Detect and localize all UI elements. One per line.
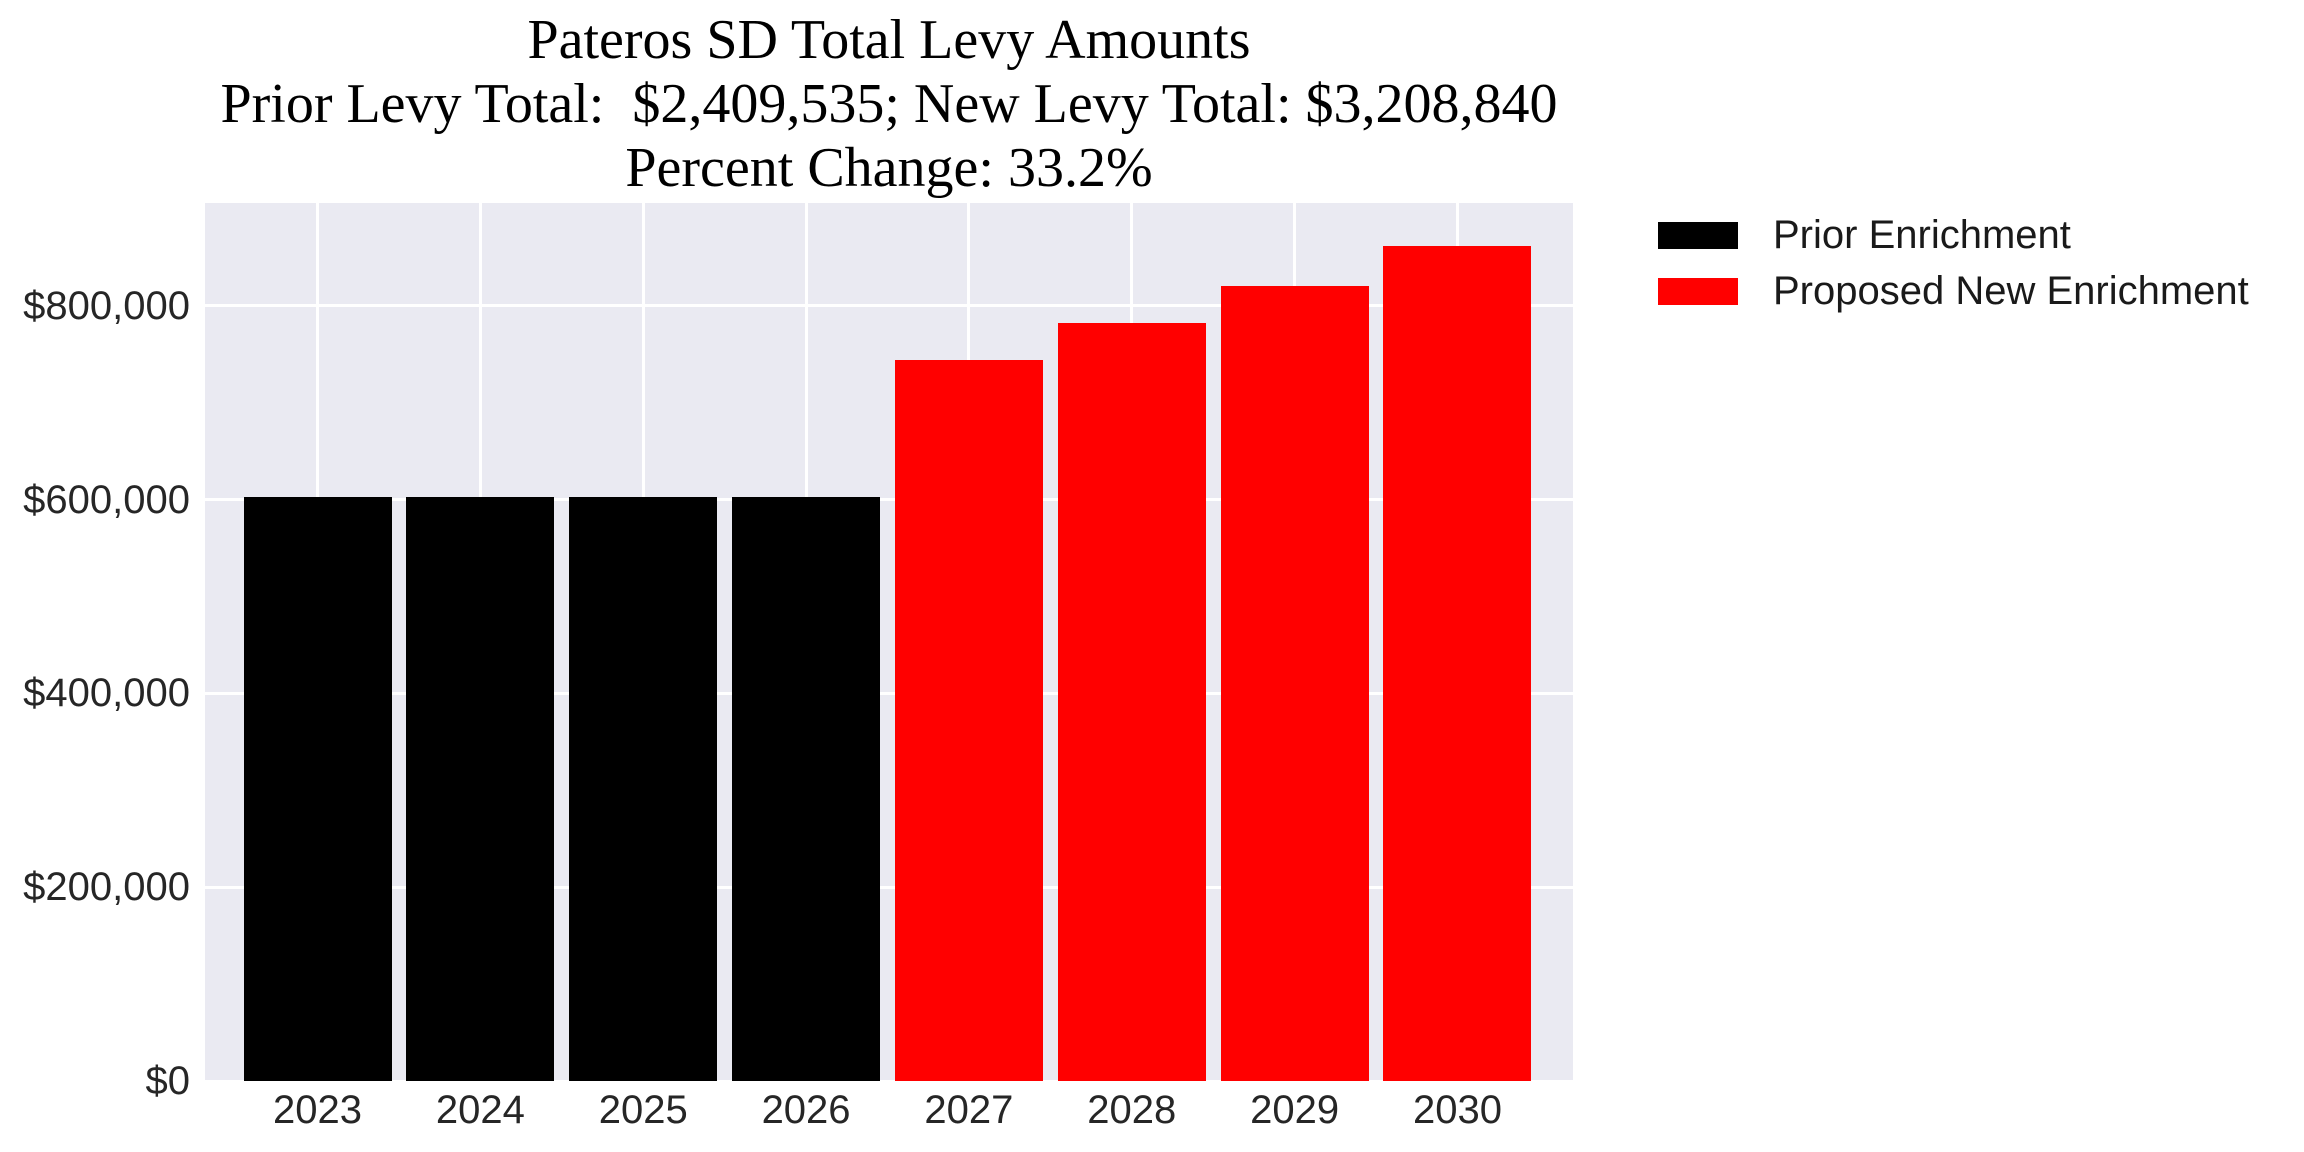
legend-label: Prior Enrichment <box>1773 213 2071 257</box>
legend: Prior Enrichment Proposed New Enrichment <box>1658 213 2249 334</box>
legend-label: Proposed New Enrichment <box>1773 269 2249 313</box>
bar-2026 <box>732 497 881 1081</box>
y-tick-label-400000: $400,000 <box>23 671 190 716</box>
y-tick-label-0: $0 <box>145 1059 191 1103</box>
y-tick-label-600000: $600,000 <box>23 477 190 522</box>
x-tick-label-2023: 2023 <box>273 1088 362 1132</box>
gridline-y-400000 <box>205 691 1573 695</box>
legend-item-0: Prior Enrichment <box>1658 213 2249 257</box>
chart-title-line1: Pateros SD Total Levy Amounts <box>527 9 1251 71</box>
bar-2024 <box>406 497 555 1081</box>
gridline-y-600000 <box>205 498 1573 502</box>
gridline-y-0 <box>205 1079 1573 1081</box>
chart-title-line2: Prior Levy Total: $2,409,535; New Levy T… <box>220 73 1558 135</box>
bar-2029 <box>1220 285 1369 1081</box>
gridline-y-200000 <box>205 885 1573 889</box>
x-tick-label-2030: 2030 <box>1412 1088 1502 1132</box>
chart-title-line3: Percent Change: 33.2% <box>625 137 1153 199</box>
bar-2028 <box>1057 323 1206 1081</box>
x-tick-label-2027: 2027 <box>924 1088 1014 1132</box>
bar-2027 <box>894 359 1043 1081</box>
bar-2030 <box>1383 245 1532 1081</box>
gridline-y-800000 <box>205 304 1573 308</box>
x-tick-label-2028: 2028 <box>1087 1088 1177 1132</box>
y-tick-label-200000: $200,000 <box>23 865 190 910</box>
legend-swatch-icon <box>1658 222 1738 249</box>
legend-swatch-icon <box>1658 278 1738 305</box>
plot-area <box>205 203 1573 1081</box>
chart-title: Pateros SD Total Levy Amounts Prior Levy… <box>205 8 1573 200</box>
y-tick-label-800000: $800,000 <box>23 283 190 328</box>
legend-item-1: Proposed New Enrichment <box>1658 269 2249 313</box>
x-tick-label-2029: 2029 <box>1250 1088 1340 1132</box>
x-tick-label-2026: 2026 <box>761 1088 851 1132</box>
x-tick-label-2024: 2024 <box>435 1088 525 1132</box>
bar-2025 <box>569 497 718 1081</box>
x-tick-label-2025: 2025 <box>598 1088 688 1132</box>
bar-2023 <box>243 497 392 1081</box>
